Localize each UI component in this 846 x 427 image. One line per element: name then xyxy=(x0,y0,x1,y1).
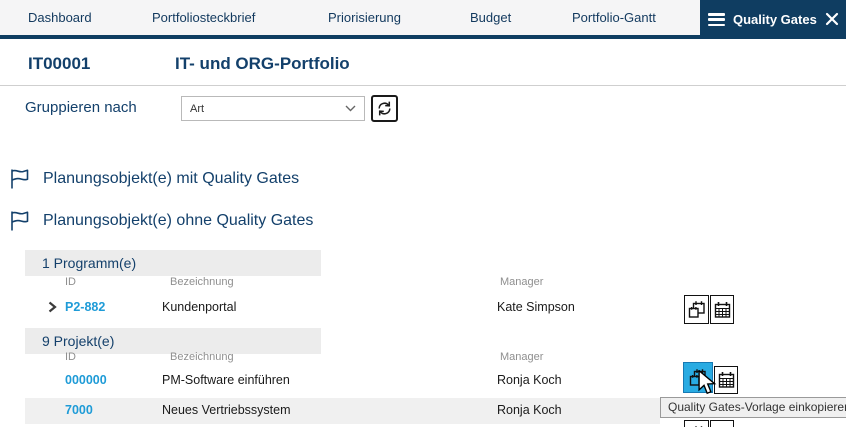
calendar-button[interactable] xyxy=(710,420,734,427)
close-icon[interactable] xyxy=(825,12,839,26)
menu-icon[interactable] xyxy=(708,13,725,26)
calendar-button[interactable] xyxy=(714,366,738,394)
group-by-label: Gruppieren nach xyxy=(25,99,137,116)
row-stripe xyxy=(25,398,660,424)
copy-quality-gates-template-button[interactable] xyxy=(684,295,709,324)
tab-budget[interactable]: Budget xyxy=(470,10,512,25)
column-header-manager: Manager xyxy=(500,276,544,288)
row-manager: Ronja Koch xyxy=(497,403,562,417)
column-header-bezeichnung: Bezeichnung xyxy=(170,276,234,288)
group-by-select[interactable]: Art xyxy=(181,96,365,121)
row-id-link[interactable]: P2-882 xyxy=(65,300,106,314)
copy-quality-gates-template-button[interactable] xyxy=(683,362,713,393)
header-divider xyxy=(0,85,846,86)
section-without-quality-gates[interactable]: Planungsobjekt(e) ohne Quality Gates xyxy=(8,209,313,232)
portfolio-id: IT00001 xyxy=(28,54,91,73)
tab-bar: Dashboard Portfoliosteckbrief Priorisier… xyxy=(0,0,846,39)
group-by-value: Art xyxy=(190,102,205,115)
page-title: IT- und ORG-Portfolio xyxy=(175,54,350,73)
flag-icon xyxy=(11,211,29,231)
copy-quality-gates-template-button[interactable] xyxy=(684,420,709,427)
row-id-link[interactable]: 7000 xyxy=(65,403,93,417)
row-manager: Ronja Koch xyxy=(497,373,562,387)
tab-quality-gates[interactable]: Quality Gates xyxy=(700,0,846,39)
chevron-down-icon xyxy=(345,105,356,112)
column-header-id: ID xyxy=(65,351,76,363)
row-name: PM-Software einführen xyxy=(162,373,290,387)
column-header-bezeichnung: Bezeichnung xyxy=(170,351,234,363)
section-with-quality-gates[interactable]: Planungsobjekt(e) mit Quality Gates xyxy=(8,167,299,190)
flag-icon xyxy=(11,169,29,189)
copy-template-icon xyxy=(688,301,705,318)
copy-template-icon xyxy=(689,369,706,386)
row-name: Neues Vertriebssystem xyxy=(162,403,291,417)
calendar-icon xyxy=(714,301,730,318)
row-manager: Kate Simpson xyxy=(497,300,575,314)
active-tab-label: Quality Gates xyxy=(733,12,817,27)
row-id-link[interactable]: 000000 xyxy=(65,373,107,387)
row-name: Kundenportal xyxy=(162,300,237,314)
tab-dashboard[interactable]: Dashboard xyxy=(28,10,92,25)
refresh-icon xyxy=(378,101,391,116)
chevron-right-icon[interactable] xyxy=(48,301,57,313)
calendar-button[interactable] xyxy=(710,295,734,324)
tab-portfolio-gantt[interactable]: Portfolio-Gantt xyxy=(572,10,656,25)
calendar-icon xyxy=(718,372,734,388)
refresh-button[interactable] xyxy=(371,95,398,122)
tooltip: Quality Gates-Vorlage einkopieren xyxy=(660,397,846,418)
section-title: Planungsobjekt(e) ohne Quality Gates xyxy=(43,211,314,229)
tab-priorisierung[interactable]: Priorisierung xyxy=(328,10,401,25)
group-header-programme: 1 Programm(e) xyxy=(25,250,321,276)
column-header-id: ID xyxy=(65,276,76,288)
group-header-projekte: 9 Projekt(e) xyxy=(25,328,321,354)
section-title: Planungsobjekt(e) mit Quality Gates xyxy=(43,169,300,187)
column-header-manager: Manager xyxy=(500,351,544,363)
tab-portfoliosteckbrief[interactable]: Portfoliosteckbrief xyxy=(152,10,256,25)
